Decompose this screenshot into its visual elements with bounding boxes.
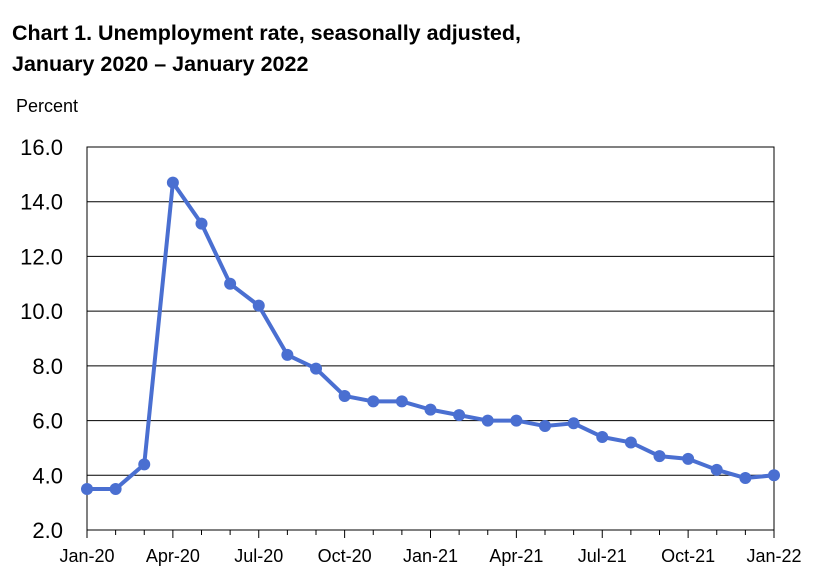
data-point [195,217,208,230]
y-tick-label: 12.0 [20,244,63,269]
series-group [81,176,780,495]
data-point [768,469,780,482]
y-axis-label: Percent [16,96,79,116]
y-axis-ticks: 2.0 4.0 6.0 8.0 10.0 12.0 14.0 16.0 [20,135,63,543]
data-point [596,430,609,443]
chart-title-block: Chart 1. Unemployment rate, seasonally a… [12,18,521,80]
data-point [510,414,523,427]
data-point [624,436,637,449]
x-tick-label: Oct-20 [318,546,372,566]
data-point [281,348,294,361]
data-point [367,395,380,408]
y-tick-label: 14.0 [20,190,63,215]
data-point [682,452,695,465]
data-point [395,395,408,408]
data-point [338,389,351,402]
data-point [424,403,437,416]
x-tick-label: Jan-21 [403,546,458,566]
data-point [138,458,151,471]
x-tick-label: Oct-21 [661,546,715,566]
data-point [252,299,265,312]
x-axis-ticks: Jan-20 Apr-20 Jul-20 Oct-20 Jan-21 Apr-21 Jul-… [59,530,802,566]
x-tick-label: Jul-21 [578,546,627,566]
x-tick-label: Apr-20 [146,546,200,566]
y-tick-label: 4.0 [32,463,63,488]
series-line [87,180,775,491]
y-tick-label: 8.0 [32,354,63,379]
chart-subtitle: January 2020 – January 2022 [12,52,309,76]
data-point [481,414,494,427]
y-tick-label: 16.0 [20,135,63,160]
data-point [310,362,322,375]
y-tick-label: 10.0 [20,299,63,324]
chart-title: Chart 1. Unemployment rate, seasonally a… [12,21,521,45]
gridlines [87,201,774,476]
data-point [81,482,93,495]
x-tick-label: Jul-20 [234,546,283,566]
data-point [739,472,752,485]
data-point [653,450,666,463]
data-point [166,176,179,189]
data-point [539,420,551,433]
x-tick-label: Apr-21 [489,546,543,566]
data-point [109,482,122,495]
x-tick-label: Jan-20 [59,546,114,566]
data-point [224,277,237,290]
data-point [453,409,466,422]
data-point [710,463,723,476]
data-point [567,417,580,430]
x-tick-label: Jan-22 [746,546,801,566]
y-tick-label: 2.0 [32,518,63,543]
y-tick-label: 6.0 [32,409,63,434]
